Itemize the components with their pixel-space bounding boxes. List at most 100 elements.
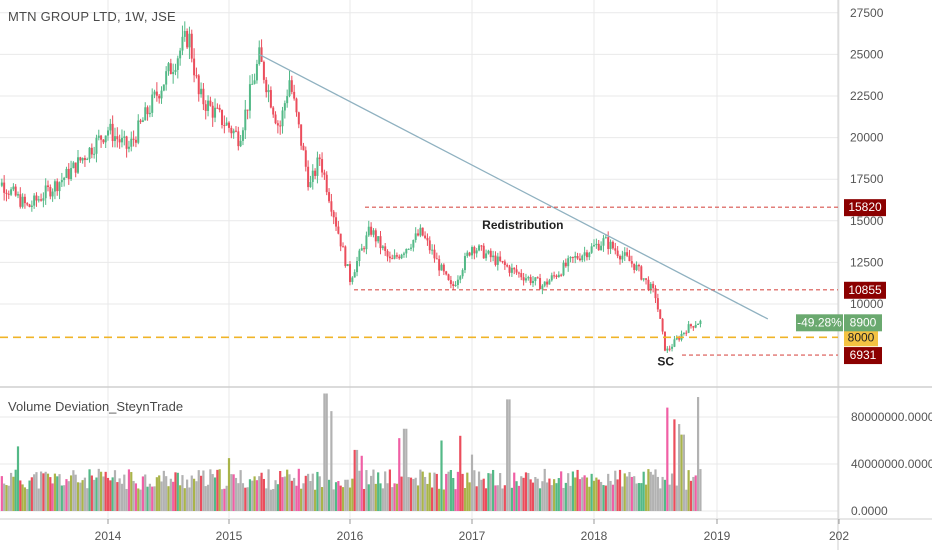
volume-bar bbox=[5, 485, 8, 511]
candle-body bbox=[482, 245, 485, 259]
volume-bar bbox=[44, 471, 47, 511]
candle-body bbox=[600, 245, 603, 251]
volume-bar bbox=[125, 488, 128, 511]
volume-bar bbox=[76, 482, 80, 511]
candle-body bbox=[293, 91, 296, 99]
volume-bar bbox=[421, 471, 424, 511]
volume-bar bbox=[60, 485, 63, 511]
volume-bar bbox=[358, 470, 361, 511]
candle-body bbox=[248, 84, 251, 111]
volume-bar bbox=[176, 472, 179, 511]
candle-body bbox=[258, 47, 261, 64]
candle-body bbox=[193, 58, 196, 76]
volume-bar bbox=[262, 478, 266, 511]
volume-bar bbox=[39, 471, 43, 511]
volume-bar bbox=[104, 471, 107, 511]
candle-body bbox=[33, 195, 36, 206]
candle-body bbox=[621, 255, 624, 260]
volume-bar bbox=[213, 477, 217, 511]
candle-body bbox=[381, 246, 384, 249]
candle-body bbox=[335, 217, 338, 227]
candle-body bbox=[374, 230, 377, 242]
volume-bar bbox=[186, 479, 189, 511]
candle-body bbox=[560, 274, 563, 276]
volume-bar bbox=[381, 488, 384, 511]
volume-bar bbox=[609, 480, 612, 511]
volume-bar bbox=[320, 487, 324, 511]
change-badge-bg bbox=[796, 314, 843, 332]
volume-bar bbox=[696, 397, 700, 511]
volume-tick-label: 40000000.0000 bbox=[851, 457, 932, 471]
volume-bar bbox=[99, 471, 103, 511]
volume-bar bbox=[181, 475, 184, 511]
candle-body bbox=[51, 191, 54, 197]
candle-body bbox=[79, 157, 82, 161]
candle-body bbox=[689, 324, 692, 327]
volume-bar bbox=[79, 482, 82, 511]
candle-body bbox=[288, 80, 291, 97]
volume-bar bbox=[501, 488, 504, 511]
price-tick-label: 10000 bbox=[850, 297, 884, 311]
candle-body bbox=[137, 120, 140, 143]
candle-body bbox=[255, 63, 258, 81]
volume-bar bbox=[265, 488, 268, 511]
volume-bar bbox=[86, 488, 89, 511]
volume-bar bbox=[0, 476, 3, 511]
candle-body bbox=[536, 277, 539, 279]
volume-bar bbox=[656, 476, 659, 511]
volume-bar bbox=[527, 472, 530, 511]
time-tick-label: 2017 bbox=[459, 529, 486, 543]
candle-body bbox=[692, 326, 695, 328]
volume-bar bbox=[123, 474, 126, 511]
volume-bar bbox=[621, 486, 624, 511]
candle-body bbox=[49, 186, 52, 197]
volume-bar bbox=[90, 475, 93, 511]
candle-body bbox=[569, 256, 572, 259]
volume-bar bbox=[499, 473, 502, 511]
price-tick-label: 17500 bbox=[850, 172, 884, 186]
candle-body bbox=[283, 103, 286, 111]
volume-bar bbox=[202, 470, 205, 511]
volume-bar bbox=[111, 477, 114, 511]
candle-body bbox=[197, 75, 200, 95]
candle-body bbox=[438, 259, 441, 271]
candle-body bbox=[118, 139, 121, 143]
candle-body bbox=[480, 245, 483, 247]
candle-body bbox=[47, 185, 49, 187]
volume-bar bbox=[595, 477, 598, 511]
volume-bar bbox=[267, 469, 270, 511]
candle-body bbox=[195, 75, 198, 77]
volume-bar bbox=[666, 407, 669, 511]
volume-bar bbox=[400, 476, 403, 511]
candle-body bbox=[520, 273, 523, 278]
candle-body bbox=[640, 266, 643, 280]
candle-body bbox=[630, 261, 633, 264]
volume-bar bbox=[283, 476, 286, 511]
candle-body bbox=[42, 198, 45, 201]
candle-body bbox=[393, 255, 396, 259]
candle-body bbox=[478, 245, 481, 251]
volume-bar bbox=[522, 477, 525, 511]
candle-body bbox=[93, 153, 96, 155]
candle-body bbox=[72, 162, 75, 169]
volume-bar bbox=[588, 486, 591, 511]
candle-body bbox=[445, 271, 448, 275]
candle-body bbox=[428, 240, 431, 251]
candle-body bbox=[56, 181, 59, 192]
candle-body bbox=[449, 280, 452, 285]
candle-body bbox=[562, 262, 565, 276]
volume-bar bbox=[253, 476, 256, 511]
candle-body bbox=[10, 189, 13, 195]
volume-bar bbox=[307, 473, 310, 511]
candle-body bbox=[654, 288, 657, 299]
volume-bar bbox=[473, 470, 476, 511]
candle-body bbox=[426, 237, 429, 241]
candle-body bbox=[107, 130, 109, 136]
candle-body bbox=[207, 100, 210, 111]
candle-body bbox=[405, 249, 408, 254]
candle-body bbox=[699, 320, 702, 324]
volume-bar bbox=[81, 480, 84, 511]
annotation-sc: SC bbox=[657, 355, 674, 369]
volume-bar bbox=[553, 479, 556, 511]
